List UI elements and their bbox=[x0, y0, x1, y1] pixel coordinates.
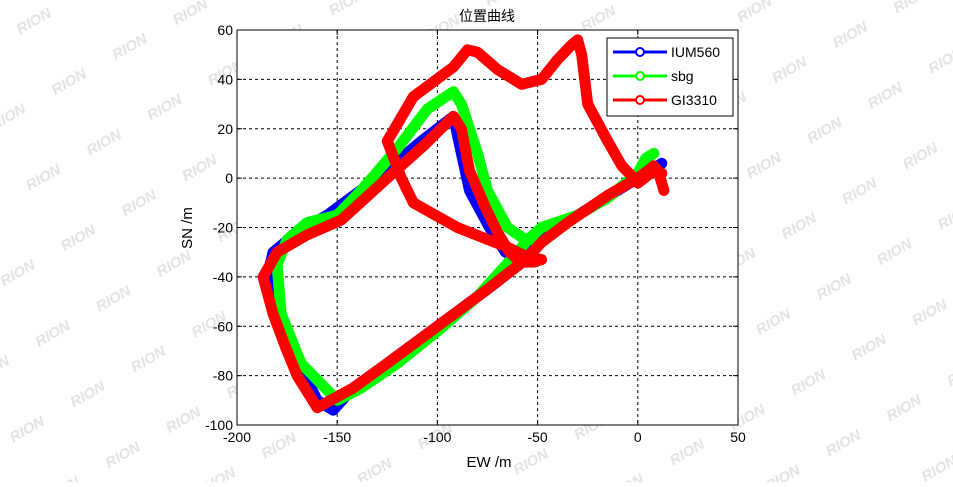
y-tick-label: -100 bbox=[205, 417, 233, 433]
legend-marker bbox=[635, 47, 645, 57]
x-tick-label: 0 bbox=[634, 429, 642, 445]
y-tick-labels: -100 -80 -60 -40 -20 0 20 40 60 bbox=[205, 22, 233, 433]
y-tick-label: -20 bbox=[213, 220, 233, 236]
series-line-sbg bbox=[271, 86, 660, 406]
x-tick-labels: -200 -150 -100 -50 0 50 bbox=[223, 429, 746, 445]
legend-marker bbox=[635, 71, 645, 81]
y-tick-label: 40 bbox=[217, 71, 233, 87]
legend-marker bbox=[635, 95, 645, 105]
x-tick-label: 50 bbox=[730, 429, 746, 445]
y-tick-label: -80 bbox=[213, 368, 233, 384]
legend: IUM560 sbg GI3310 bbox=[606, 37, 734, 117]
y-tick-label: -40 bbox=[213, 269, 233, 285]
x-axis-label: EW /m bbox=[467, 454, 512, 471]
x-tick-label: -200 bbox=[223, 429, 251, 445]
x-tick-label: -150 bbox=[323, 429, 351, 445]
x-tick-label: -50 bbox=[527, 429, 547, 445]
y-axis-label: SN /m bbox=[179, 207, 196, 249]
x-tick-label: -100 bbox=[423, 429, 451, 445]
legend-label: GI3310 bbox=[671, 92, 717, 108]
axis-ticks bbox=[236, 29, 739, 426]
legend-label: sbg bbox=[671, 68, 694, 84]
y-tick-label: 60 bbox=[217, 22, 233, 38]
y-tick-label: -60 bbox=[213, 318, 233, 334]
data-series bbox=[257, 34, 670, 416]
chart-title: 位置曲线 bbox=[459, 8, 515, 24]
series-line-gi3310 bbox=[257, 34, 670, 414]
legend-label: IUM560 bbox=[671, 44, 720, 60]
y-tick-label: 20 bbox=[217, 121, 233, 137]
y-tick-label: 0 bbox=[225, 170, 233, 186]
